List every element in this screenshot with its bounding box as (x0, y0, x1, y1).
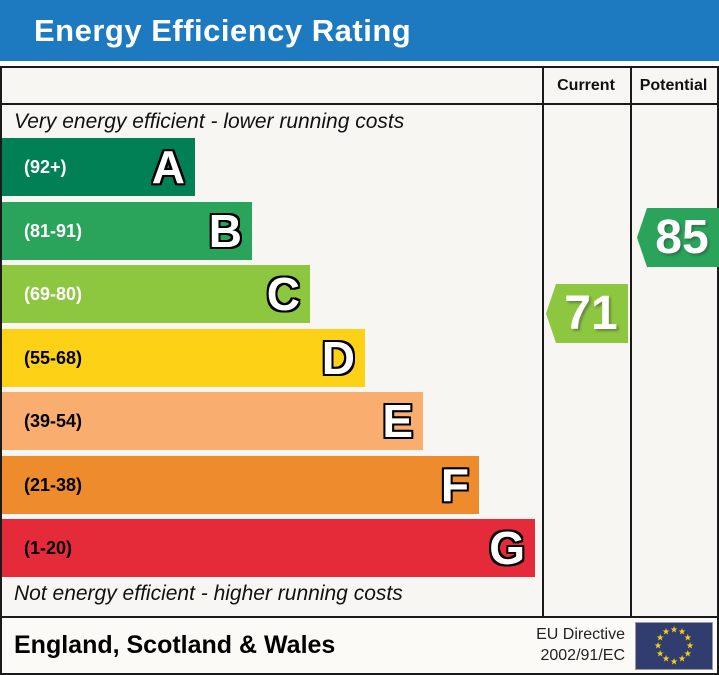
band-range-label: (39-54) (24, 410, 83, 431)
current-rating-value: 71 (564, 287, 618, 340)
band-letter: F (440, 459, 469, 511)
eu-flag-star: ★ (661, 653, 671, 664)
band-row-G: (1-20) G (2, 519, 535, 577)
band-row-C: (69-80) C (2, 265, 310, 323)
eu-flag-star: ★ (661, 626, 671, 637)
band-row-B: (81-91) B (2, 202, 252, 260)
eu-flag-star: ★ (669, 624, 679, 634)
chart-title-bar: Energy Efficiency Rating (0, 0, 719, 61)
band-row-D: (55-68) D (2, 329, 365, 387)
eu-flag-star: ★ (683, 648, 692, 658)
eu-flag-star: ★ (669, 656, 679, 666)
page-title: Energy Efficiency Rating (34, 12, 412, 48)
band-range-label: (69-80) (24, 283, 83, 304)
band-range-label: (81-91) (24, 220, 83, 241)
band-letter: C (266, 268, 300, 320)
current-rating-arrow: 71 (546, 284, 628, 343)
potential-column-header: Potential (639, 76, 708, 94)
band-range-label: (92+) (24, 156, 67, 177)
potential-rating-arrow: 85 (637, 208, 719, 267)
caption-very-efficient: Very energy efficient - lower running co… (14, 110, 405, 133)
band-letter: E (382, 395, 413, 447)
band-range-label: (1-20) (24, 537, 73, 558)
eu-flag-star: ★ (656, 648, 665, 658)
eu-flag-star: ★ (685, 640, 695, 650)
band-letter: A (151, 141, 185, 193)
band-letter: G (489, 522, 525, 574)
caption-not-efficient: Not energy efficient - higher running co… (14, 582, 403, 605)
eu-flag-star: ★ (653, 640, 663, 650)
eu-directive-line2: 2002/91/EC (540, 646, 625, 664)
eu-flag-star: ★ (677, 626, 687, 637)
band-letter: B (208, 205, 242, 257)
header-row-divider (2, 103, 717, 105)
footer-bar: England, Scotland & Wales EU Directive 2… (0, 618, 719, 675)
eu-flag-star: ★ (656, 632, 665, 642)
band-row-A: (92+) A (2, 138, 195, 196)
band-row-E: (39-54) E (2, 392, 423, 450)
eu-flag-icon: ★ ★ ★ ★ ★ ★ ★ ★ ★ ★ ★ ★ (635, 621, 713, 670)
potential-column-divider (630, 68, 632, 616)
eu-flag-star: ★ (683, 632, 692, 642)
rating-table: Current Potential Very energy efficient … (0, 66, 719, 618)
current-column-header: Current (557, 76, 615, 94)
band-range-label: (55-68) (24, 347, 83, 368)
band-letter: D (321, 332, 355, 384)
footer-directive-group: EU Directive 2002/91/EC ★ ★ ★ ★ ★ ★ ★ ★ ★ ★ ★ ★ (536, 621, 713, 670)
current-column-divider (542, 68, 544, 616)
region-label: England, Scotland & Wales (14, 631, 336, 659)
eu-directive-line1: EU Directive (536, 625, 625, 643)
eu-flag-star: ★ (677, 653, 687, 664)
band-row-F: (21-38) F (2, 456, 479, 514)
band-range-label: (21-38) (24, 474, 83, 495)
eu-directive-label: EU Directive 2002/91/EC (536, 625, 625, 667)
potential-rating-value: 85 (655, 211, 709, 264)
